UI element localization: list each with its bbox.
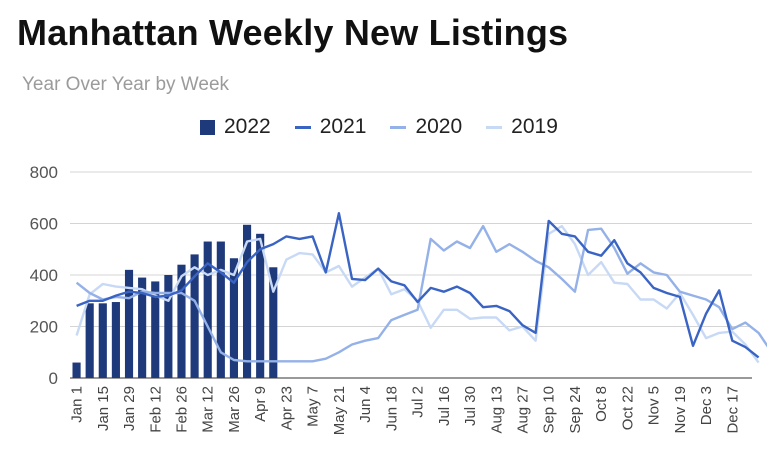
bar-2022 — [216, 241, 225, 378]
legend-label-2022: 2022 — [224, 115, 271, 138]
x-tick-label: Mar 12 — [200, 386, 217, 433]
bar-2022 — [72, 362, 81, 378]
legend-label-2020: 2020 — [415, 115, 463, 138]
x-tick-label: May 21 — [331, 386, 348, 435]
legend-swatch-2019 — [486, 125, 503, 129]
bar-2022 — [177, 264, 186, 378]
x-tick-label: Feb 26 — [173, 386, 190, 433]
x-tick-label: Jul 16 — [436, 386, 453, 426]
x-tick-label: Dec 17 — [724, 386, 741, 434]
y-tick-label: 200 — [30, 318, 58, 337]
y-tick-label: 400 — [30, 266, 58, 285]
bar-2022 — [269, 267, 278, 378]
x-tick-label: Jul 30 — [462, 386, 479, 426]
x-tick-label: Jul 2 — [410, 386, 427, 418]
x-tick-label: Mar 26 — [226, 386, 243, 433]
x-tick-label: Jun 18 — [383, 386, 400, 431]
x-tick-label: Dec 3 — [698, 386, 715, 425]
x-tick-label: Sep 24 — [567, 386, 584, 434]
legend-swatch-2022 — [200, 119, 215, 135]
x-tick-label: Oct 22 — [619, 386, 636, 430]
x-tick-label: Apr 23 — [278, 386, 295, 430]
line-2020 — [75, 224, 767, 363]
bar-2022 — [242, 224, 252, 378]
bar-2022 — [256, 233, 265, 378]
x-tick-label: Aug 27 — [514, 386, 531, 434]
y-tick-label: 600 — [30, 215, 58, 234]
legend-item-2019[interactable]: 2019 — [486, 115, 558, 139]
bar-2022 — [203, 241, 212, 378]
x-tick-label: Jun 4 — [357, 386, 374, 423]
legend-swatch-2021 — [294, 125, 311, 129]
x-tick-label: Aug 13 — [488, 386, 505, 434]
legend-label-2021: 2021 — [319, 115, 367, 138]
chart-title: Manhattan Weekly New Listings — [17, 12, 569, 53]
legend: 2022 2021 2020 2019 — [200, 115, 582, 139]
x-tick-label: Jan 15 — [95, 386, 112, 431]
y-tick-label: 0 — [49, 369, 58, 388]
legend-item-2022[interactable]: 2022 — [200, 115, 271, 139]
legend-label-2019: 2019 — [511, 115, 558, 138]
x-tick-label: Nov 5 — [646, 386, 663, 425]
x-tick-label: Jan 29 — [121, 386, 138, 431]
legend-item-2021[interactable]: 2021 — [294, 115, 367, 139]
bar-2022 — [111, 302, 120, 378]
legend-swatch-2020 — [390, 125, 407, 129]
x-tick-label: Oct 8 — [593, 386, 610, 422]
x-tick-label: Feb 12 — [147, 386, 164, 433]
bar-2022 — [138, 277, 147, 378]
x-tick-label: Sep 10 — [541, 386, 558, 434]
bar-2022 — [85, 303, 94, 378]
chart-subtitle: Year Over Year by Week — [22, 74, 230, 95]
x-tick-label: May 7 — [305, 386, 322, 427]
bar-2022 — [190, 254, 199, 378]
legend-item-2020[interactable]: 2020 — [390, 115, 462, 139]
line-2021 — [76, 211, 760, 359]
x-tick-label: Nov 19 — [672, 386, 689, 434]
x-tick-label: Jan 1 — [69, 386, 86, 423]
y-tick-label: 800 — [30, 163, 58, 182]
bar-2022 — [151, 281, 160, 378]
bar-2022 — [124, 269, 134, 378]
x-tick-label: Apr 9 — [252, 386, 269, 422]
bar-2022 — [229, 258, 239, 378]
bar-2022 — [164, 275, 173, 378]
bar-2022 — [98, 303, 107, 378]
